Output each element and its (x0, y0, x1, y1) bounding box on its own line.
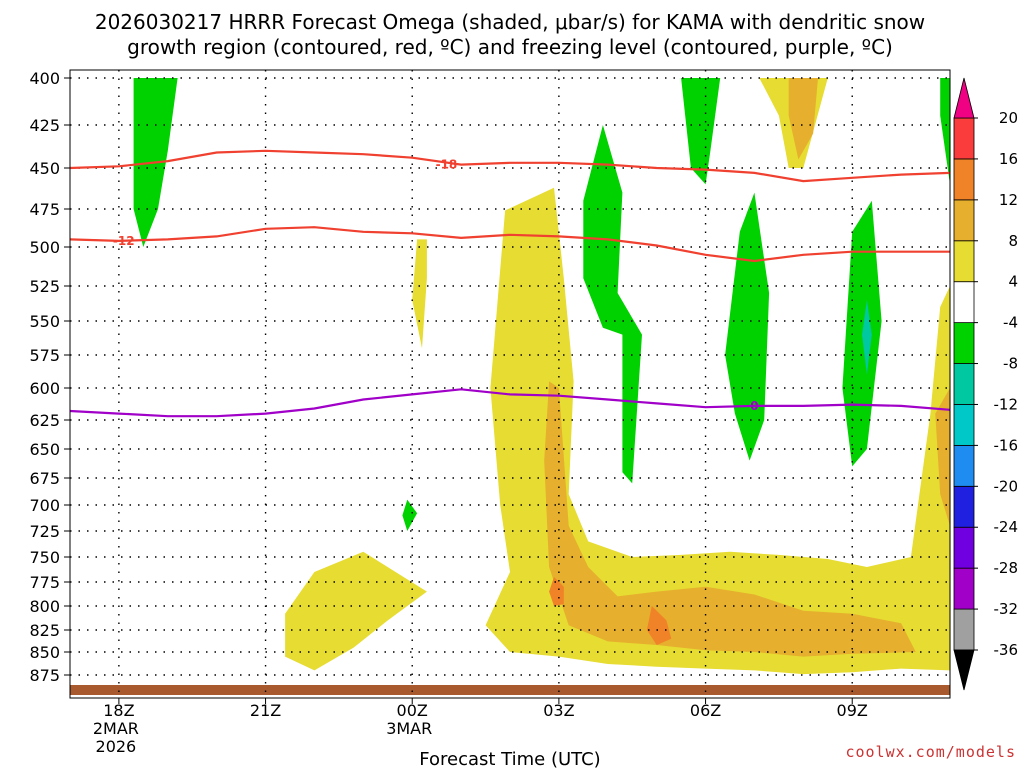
colorbar-lower-arrow (954, 650, 974, 690)
colorbar-segment (953, 363, 975, 405)
colorbar-label: -4 (1003, 314, 1018, 332)
credit-text: coolwx.com/models (845, 743, 1016, 761)
colorbar-label: 4 (1008, 273, 1018, 291)
y-tick-label: 750 (29, 548, 60, 567)
x-tick-label: 09Z (837, 701, 868, 720)
y-tick-label: 875 (29, 666, 60, 685)
x-tick-label: 2MAR (93, 719, 139, 738)
colorbar-lower-arrow-outline (953, 649, 975, 691)
x-tick-label: 3MAR (386, 719, 432, 738)
y-tick-label: 675 (29, 469, 60, 488)
colorbar-segment (953, 567, 975, 610)
colorbar-segment (953, 404, 975, 446)
colorbar-label: -32 (994, 600, 1019, 618)
colorbar-segment (953, 117, 975, 160)
colorbar-segment (953, 322, 975, 364)
omega-minus4to-8-region-10 (583, 125, 642, 484)
freezing-level-0-label: 0 (750, 399, 758, 413)
y-tick-label: 575 (29, 346, 60, 365)
colorbar-upper-arrow (953, 77, 975, 119)
omega-minus4to-8-region-14 (402, 499, 418, 531)
colorbar-segment (953, 158, 975, 201)
colorbar-segment (953, 526, 975, 569)
colorbar-label: 12 (999, 191, 1018, 209)
ground-surface (70, 685, 950, 695)
colorbar-label: -16 (994, 436, 1019, 454)
omega-shading (133, 78, 950, 675)
colorbar-label: -8 (1003, 355, 1018, 373)
colorbar-label: 16 (999, 150, 1018, 168)
x-tick-label: 06Z (690, 701, 721, 720)
freezing-level-0-line (70, 388, 950, 418)
colorbar-label: -20 (994, 477, 1019, 495)
y-tick-label: 475 (29, 200, 60, 219)
omega-4to8-region-2 (412, 239, 427, 349)
omega-minus4to-8-region-11 (681, 78, 721, 185)
omega-4to8-region-0 (485, 187, 950, 675)
y-tick-label: 625 (29, 411, 60, 430)
y-tick-label: 450 (29, 159, 60, 178)
colorbar-label: 20 (999, 109, 1018, 127)
pressure-axis: 400 425 450 475 500 525 550 575 600 625 650 675 700 7… (29, 69, 70, 685)
colorbar: -36 -32 -28 -24 -20 -16 -12 -8 -4 4 8 12 16 20 (953, 77, 1019, 691)
x-tick-label: 2026 (96, 737, 137, 756)
colorbar-segment (953, 608, 975, 651)
y-tick-label: 775 (29, 573, 60, 592)
dgz-minus12-label: -12 (113, 234, 135, 248)
y-tick-label: 850 (29, 643, 60, 662)
omega-minus4to-8-region-12 (725, 192, 770, 461)
y-tick-label: 800 (29, 597, 60, 616)
chart-title-line2: growth region (contoured, red, ºC) and f… (127, 35, 893, 59)
colorbar-label: -12 (994, 395, 1019, 413)
omega-8to12-region-4 (544, 381, 916, 657)
colorbar-segment (953, 281, 975, 324)
colorbar-label: -28 (994, 559, 1019, 577)
y-tick-label: 700 (29, 496, 60, 515)
y-tick-label: 725 (29, 522, 60, 541)
colorbar-segment (953, 444, 975, 487)
omega-minus4to-8-region-15 (940, 78, 950, 185)
x-tick-label: 03Z (543, 701, 574, 720)
y-tick-label: 425 (29, 116, 60, 135)
omega-minus8to-12-region-16 (862, 300, 872, 375)
omega-minus4to-8-region-13 (842, 200, 882, 467)
colorbar-label: -36 (994, 641, 1019, 659)
dgz-minus18-label: -18 (436, 158, 458, 172)
omega-8to12-region-6 (788, 78, 818, 160)
omega-8to12-region-5 (935, 388, 950, 526)
y-tick-label: 650 (29, 440, 60, 459)
y-tick-label: 525 (29, 277, 60, 296)
colorbar-segment (953, 240, 975, 283)
y-tick-label: 500 (29, 238, 60, 257)
y-tick-label: 600 (29, 379, 60, 398)
dgz-minus12-line (70, 226, 950, 263)
colorbar-label: 8 (1008, 232, 1018, 250)
x-tick-label: 21Z (250, 701, 281, 720)
plot-frame (69, 69, 951, 699)
temperature-contours: -18 -12 0 (70, 149, 950, 418)
y-tick-label: 825 (29, 621, 60, 640)
x-axis-title: Forecast Time (UTC) (419, 749, 600, 768)
omega-4to8-region-1 (285, 551, 427, 671)
colorbar-label: -24 (994, 518, 1019, 536)
colorbar-segment (953, 485, 975, 528)
x-tick-label: 18Z (103, 701, 134, 720)
colorbar-segment (953, 199, 975, 242)
dgz-minus18-line (70, 149, 950, 183)
x-tick-label: 00Z (397, 701, 428, 720)
y-tick-label: 400 (29, 69, 60, 88)
chart-title-line1: 2026030217 HRRR Forecast Omega (shaded, … (95, 10, 925, 34)
y-tick-label: 550 (29, 312, 60, 331)
omega-12to16-region-8 (549, 577, 564, 606)
omega-12to16-region-7 (646, 606, 672, 645)
